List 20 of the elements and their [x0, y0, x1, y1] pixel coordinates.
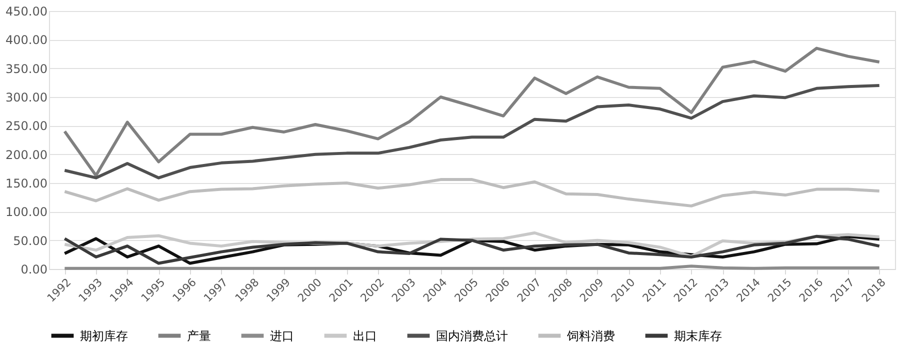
- line-series: [63, 178, 881, 208]
- line-series: [63, 46, 881, 178]
- y-tick-label: 100.00: [6, 205, 48, 220]
- legend-label: 饲料消费: [566, 328, 615, 343]
- y-tick-label: 450.00: [6, 4, 48, 18]
- legend-label: 期初库存: [80, 328, 128, 343]
- y-tick-label: 250.00: [6, 119, 48, 134]
- legend-label: 期末库存: [674, 328, 722, 343]
- legend-label: 国内消费总计: [436, 328, 508, 343]
- legend-label: 出口: [353, 328, 377, 343]
- y-tick-label: 400.00: [6, 33, 48, 48]
- y-tick-label: 50.00: [13, 234, 48, 248]
- y-tick-label: 0.00: [20, 262, 48, 276]
- y-tick-label: 300.00: [6, 90, 48, 104]
- y-tick-label: 150.00: [6, 176, 48, 190]
- line-series: [63, 84, 881, 180]
- y-tick-label: 350.00: [6, 62, 48, 76]
- y-tick-label: 200.00: [6, 148, 48, 162]
- legend-label: 进口: [270, 328, 294, 343]
- legend-label: 产量: [187, 328, 211, 343]
